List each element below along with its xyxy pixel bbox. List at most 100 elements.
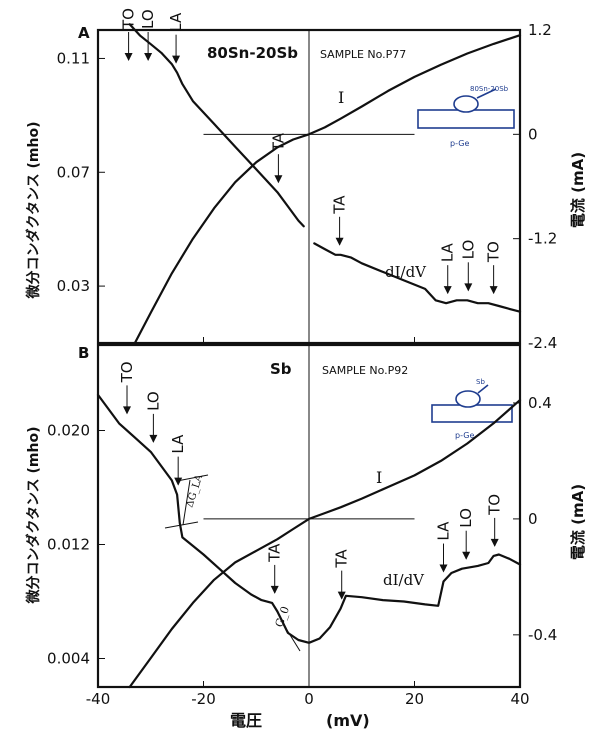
phonon-marker-label: LO xyxy=(144,391,162,411)
phonon-arrow-head xyxy=(149,434,158,443)
panel-b-inset-contact xyxy=(455,390,481,408)
phonon-marker-label: LO xyxy=(457,508,475,528)
panel-a-left-ticks: 0.03 0.07 0.11 xyxy=(57,49,105,295)
delta-g-lower-guide xyxy=(164,521,199,529)
x-axis-unit: (mV) xyxy=(326,711,370,730)
panel-a-right-axis-label: 電流 (mA) xyxy=(569,152,587,228)
right-tick-label: 1.2 xyxy=(528,21,552,39)
panel-a-sample: SAMPLE No.P77 xyxy=(320,48,406,61)
phonon-marker-label: TA xyxy=(333,549,351,569)
left-tick-label: 0.012 xyxy=(47,536,90,554)
delta-g-upper-guide xyxy=(176,474,209,482)
phonon-arrow-head xyxy=(337,591,346,600)
panel-b: B Sb SAMPLE No.P92 Sb p-Ge 0.0040.0120.0… xyxy=(47,343,557,689)
panel-a-inset-leader xyxy=(476,88,497,99)
panel-b-right-axis-label: 電流 (mA) xyxy=(569,484,587,560)
g0-pointer xyxy=(286,629,301,652)
right-tick-label: 0 xyxy=(528,510,538,528)
right-tick-label: -2.4 xyxy=(528,334,557,352)
phonon-marker-label: TA xyxy=(331,195,349,215)
phonon-marker-label: LO xyxy=(139,9,157,29)
phonon-arrow-head xyxy=(172,55,181,64)
panel-a-zero-line xyxy=(97,30,521,343)
left-tick-label: 0.03 xyxy=(57,277,90,295)
panel-a-inset-contact xyxy=(453,95,479,113)
panel-b-label: B xyxy=(78,344,89,362)
conductance-curve-positive-bias xyxy=(313,242,522,313)
panel-a-didv-label: dI/dV xyxy=(385,263,427,281)
panel-a-label: A xyxy=(78,24,90,42)
x-tick-label: 40 xyxy=(510,690,529,708)
phonon-marker-label: LA xyxy=(439,242,457,262)
phonon-marker-label: TO xyxy=(485,241,503,263)
phonon-arrow-head xyxy=(174,477,183,486)
phonon-arrow-head xyxy=(335,237,344,246)
panel-b-inset: Sb p-Ge xyxy=(431,378,513,440)
panel-b-right-ticks: -0.4 0 0.4 xyxy=(513,394,557,644)
panel-b-left-axis-label: 微分コンダクタンス (mho) xyxy=(25,426,42,604)
panel-a-inset-material: 80Sn-20Sb xyxy=(470,85,509,93)
panel-a: A 80Sn-20Sb SAMPLE No.P77 80Sn-20Sb p-Ge… xyxy=(57,8,558,352)
phonon-arrow-head xyxy=(464,283,473,292)
right-tick-label: -1.2 xyxy=(528,230,557,248)
panel-a-current-label: I xyxy=(338,88,344,107)
delta-g-span xyxy=(182,479,191,526)
panel-a-inset-substrate-label: p-Ge xyxy=(450,139,469,148)
phonon-marker-label: LA xyxy=(169,434,187,454)
conductance-curve xyxy=(128,23,305,228)
phonon-marker-label: LO xyxy=(459,240,477,260)
phonon-arrow-head xyxy=(144,53,153,61)
left-tick-label: 0.11 xyxy=(57,49,90,67)
phonon-arrow-head xyxy=(489,286,498,295)
panel-b-sample: SAMPLE No.P92 xyxy=(322,364,408,377)
panel-a-material: 80Sn-20Sb xyxy=(207,44,298,62)
phonon-marker-label: TO xyxy=(486,494,504,516)
panel-b-didv-label: dI/dV xyxy=(383,571,425,589)
phonon-arrow-head xyxy=(439,564,448,573)
phonon-arrow-head xyxy=(443,286,452,295)
phonon-arrow-head xyxy=(123,406,132,415)
phonon-arrow-head xyxy=(490,538,499,547)
left-tick-label: 0.020 xyxy=(47,422,90,440)
panel-b-current-label: I xyxy=(376,468,382,487)
current-curve xyxy=(133,34,522,345)
phonon-marker-label: TO xyxy=(118,361,136,383)
phonon-arrow-head xyxy=(274,175,283,184)
x-axis-label: 電圧 xyxy=(230,711,262,730)
panel-a-right-ticks: -2.4 -1.2 0 1.2 xyxy=(513,21,557,352)
right-tick-label: 0.4 xyxy=(528,394,552,412)
x-tick-label: -40 xyxy=(86,690,111,708)
phonon-marker-label: TA xyxy=(269,132,287,152)
panel-b-inset-substrate xyxy=(431,404,513,423)
phonon-marker-label: TO xyxy=(120,8,138,30)
panel-b-inset-substrate-label: p-Ge xyxy=(455,431,474,440)
x-tick-label: 0 xyxy=(304,690,314,708)
panel-b-curves xyxy=(96,393,522,689)
phonon-arrow-head xyxy=(270,585,279,594)
phonon-arrow-head xyxy=(124,53,133,61)
panel-b-inset-material: Sb xyxy=(476,378,485,386)
panel-a-left-axis-label: 微分コンダクタンス (mho) xyxy=(25,121,42,299)
x-tick-label: 20 xyxy=(405,690,424,708)
panel-b-inset-leader xyxy=(477,384,489,394)
panel-a-curves xyxy=(128,23,522,345)
current-curve xyxy=(128,399,522,689)
left-tick-label: 0.004 xyxy=(47,650,90,668)
x-tick-labels: -40 -20 0 20 40 xyxy=(86,690,530,708)
right-tick-label: -0.4 xyxy=(528,626,557,644)
left-tick-label: 0.07 xyxy=(57,163,90,181)
panel-a-inset: 80Sn-20Sb p-Ge xyxy=(417,85,515,148)
phonon-arrow-head xyxy=(462,551,471,560)
phonon-marker-label: LA xyxy=(435,521,453,541)
x-tick-label: -20 xyxy=(191,690,216,708)
delta-g-la-label: ΔG_LA xyxy=(184,472,205,509)
panel-b-material: Sb xyxy=(270,360,292,378)
phonon-marker-label: LA xyxy=(167,12,185,32)
panel-b-left-ticks: 0.004 0.012 0.020 xyxy=(47,422,105,668)
conductance-curve xyxy=(96,393,522,644)
phonon-marker-label: TA xyxy=(266,543,284,563)
right-tick-label: 0 xyxy=(528,125,538,143)
